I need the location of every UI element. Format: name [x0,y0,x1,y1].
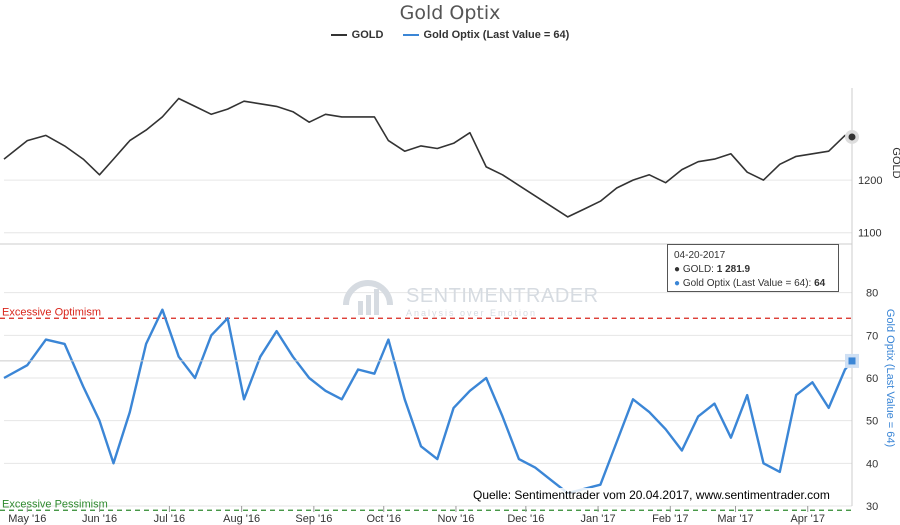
x-tick-label: Nov '16 [437,513,474,525]
legend-swatch-gold [330,34,347,37]
legend-item-optix[interactable]: Gold Optix (Last Value = 64) [402,29,570,41]
source-caption: Quelle: Sentimenttrader vom 20.04.2017, … [471,488,832,502]
optix-axis-label: Gold Optix (Last Value = 64) [884,309,896,447]
chart-legend: GOLD Gold Optix (Last Value = 64) [0,29,900,41]
optix-y-tick-label: 70 [866,330,878,342]
x-tick-label: Apr '17 [790,513,825,525]
x-tick-label: Jun '16 [82,513,117,525]
optix-last-point [848,357,856,365]
x-tick-label: Mar '17 [717,513,753,525]
gold-series-line [3,97,853,218]
x-tick-label: Jul '16 [154,513,185,525]
legend-label-optix: Gold Optix (Last Value = 64) [423,29,570,41]
x-tick-label: Sep '16 [295,513,332,525]
chart-title: Gold Optix [399,2,501,24]
x-tick-label: Dec '16 [507,513,544,525]
reference-line-label: Excessive Pessimism [2,498,108,510]
tooltip-gold-dot-icon: ● [674,264,681,275]
x-tick-label: Jan '17 [580,513,615,525]
x-tick-label: Aug '16 [223,513,260,525]
x-tick-label: May '16 [8,513,46,525]
x-tick-label: Oct '16 [366,513,401,525]
gold-y-tick-label: 1200 [858,175,882,187]
tooltip-optix-dot-icon: ● [674,278,681,289]
optix-y-tick-label: 40 [866,458,878,470]
optix-y-tick-label: 50 [866,416,878,428]
tooltip-date: 04-20-2017 [674,250,726,261]
optix-y-tick-label: 30 [866,501,878,513]
legend-item-gold[interactable]: GOLD [330,29,384,41]
watermark-name: SENTIMENTRADER [406,285,599,307]
gold-y-tick-label: 1100 [858,228,882,240]
optix-y-tick-label: 60 [866,373,878,385]
watermark-logo-icon [343,280,393,315]
optix-series-line [3,308,853,495]
legend-swatch-optix [402,34,419,37]
x-tick-label: Feb '17 [652,513,688,525]
tooltip-optix-value: 64 [814,278,826,289]
tooltip-gold-label: GOLD: [682,264,714,275]
chart-tooltip: 04-20-2017 ● GOLD: 1 281.9 ● Gold Optix … [667,244,839,292]
legend-label-gold: GOLD [351,29,384,41]
tooltip-optix-label: Gold Optix (Last Value = 64): [682,278,812,289]
reference-line-label: Excessive Optimism [2,306,101,318]
watermark-tagline: Analysis over Emotion [406,308,538,318]
gold-axis-label: GOLD [890,147,900,178]
optix-y-tick-label: 80 [866,288,878,300]
gold-last-point [848,133,856,141]
tooltip-gold-value: 1 281.9 [716,264,751,275]
